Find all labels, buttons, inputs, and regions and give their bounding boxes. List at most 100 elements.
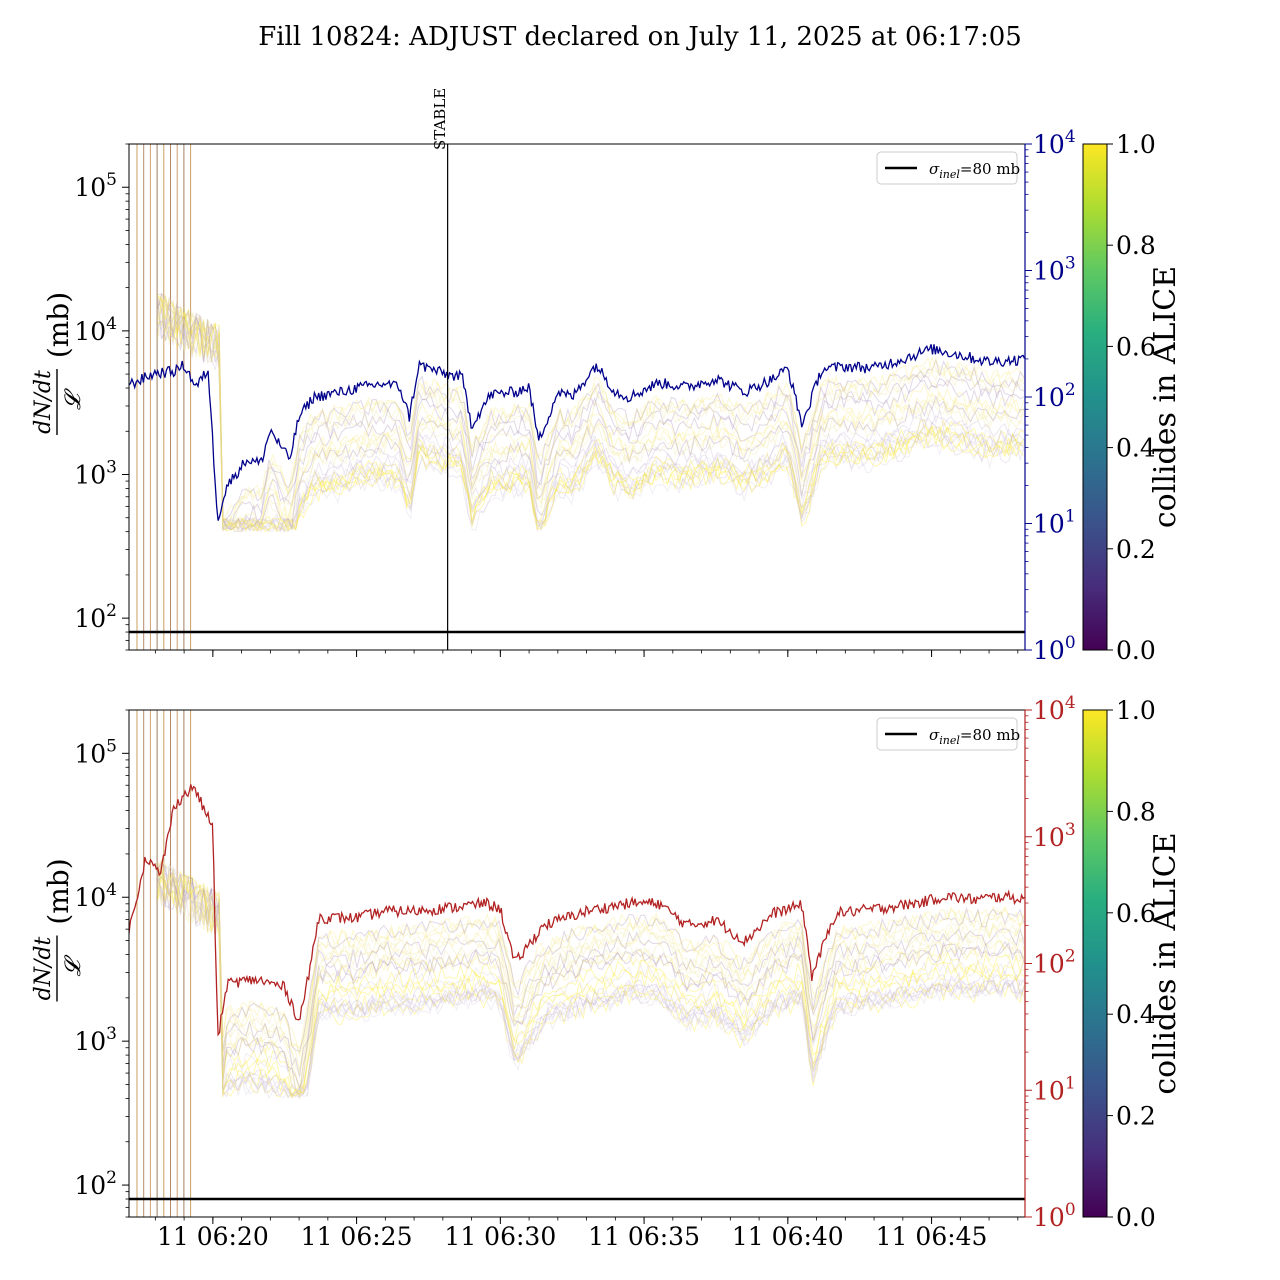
bunch-trace [157, 296, 1025, 530]
bunch-trace [157, 302, 1025, 532]
x-tick-label: 11 06:30 [444, 1222, 556, 1251]
y-label-numerator: dN/dt [31, 937, 56, 1001]
bunch-trace [157, 294, 1025, 532]
bunch-trace [157, 867, 1025, 1098]
bunch-trace [157, 295, 1025, 532]
bunch-trace [157, 294, 1025, 533]
bunch-trace [157, 865, 1025, 1096]
y2-tick-label: 104 [1033, 693, 1076, 725]
bunch-trace [157, 859, 1025, 1098]
bunch-trace [157, 862, 1025, 1100]
y-tick-label: 103 [74, 1024, 117, 1056]
bunch-trace [157, 868, 1025, 1098]
bunch-trace [157, 298, 1025, 523]
colorbar-tick-label: 0.6 [1116, 332, 1156, 361]
colorbar: 0.0 0.2 0.4 0.6 0.8 1.0 collides in ALICE [1082, 130, 1183, 665]
bunch-trace [157, 292, 1025, 532]
x-tick-label: 11 06:25 [301, 1222, 413, 1251]
bunch-trace [157, 299, 1025, 532]
panel-top: 102 103 104 105 100 101 102 103 104 dN/dt 𝓛 (mb) σin… [31, 127, 1183, 665]
bunch-trace [157, 296, 1025, 533]
colorbar-tick-label: 1.0 [1116, 130, 1156, 159]
panel-bottom: 102 103 104 105 100 101 102 103 104 11 06:20 11 06… [31, 693, 1183, 1251]
bunch-trace [157, 860, 1025, 1070]
bunch-trace [157, 303, 1025, 533]
bunch-trace [157, 303, 1025, 530]
y-axis-label: dN/dt 𝓛 (mb) [31, 858, 86, 1002]
chart-title: Fill 10824: ADJUST declared on July 11, … [258, 22, 1022, 52]
bunch-trace [157, 295, 1025, 533]
bunch-trace [157, 293, 1025, 531]
bunch-trace [157, 293, 1025, 531]
bunch-trace [157, 292, 1025, 531]
y-tick-label: 104 [74, 880, 117, 912]
y-label-unit: (mb) [42, 858, 75, 924]
bunch-trace [157, 298, 1025, 524]
bunch-trace [157, 874, 1025, 1099]
legend-box [876, 717, 1018, 751]
bunch-trace [157, 300, 1025, 532]
bunch-trace [157, 863, 1025, 1092]
bunch-trace [157, 873, 1025, 1078]
bunch-trace [157, 873, 1025, 1100]
bunch-trace [157, 297, 1025, 530]
bunch-trace [157, 303, 1025, 533]
bunch-trace [157, 293, 1025, 532]
bunch-trace [157, 862, 1025, 1096]
x-tick-label: 11 06:40 [732, 1222, 844, 1251]
legend: σinel=80 mb [876, 717, 1020, 751]
legend: σinel=80 mb [876, 151, 1020, 185]
bunch-trace [157, 859, 1025, 1096]
y-tick-label: 105 [74, 170, 117, 202]
colorbar-tick-label: 0.0 [1116, 636, 1156, 665]
y2-tick-label: 100 [1033, 1200, 1076, 1232]
x-tick-label: 11 06:35 [588, 1222, 700, 1251]
plot-area-top [129, 144, 1025, 650]
bunch-trace [157, 859, 1025, 1077]
bunch-trace [157, 299, 1025, 530]
colorbar-tick-label: 0.4 [1116, 1000, 1156, 1029]
bunch-trace [157, 871, 1025, 1056]
bunch-trace [157, 301, 1025, 530]
bunch-trace [157, 866, 1025, 1092]
colorbar-tick-label: 0.0 [1116, 1203, 1156, 1232]
bunch-trace [157, 874, 1025, 1057]
y-tick-label: 102 [74, 1168, 117, 1200]
plot-area-bottom [129, 710, 1025, 1217]
y2-tick-label: 103 [1033, 254, 1076, 286]
legend-label: σinel=80 mb [929, 726, 1020, 747]
y-label-denominator: 𝓛 [61, 388, 86, 410]
x-tick-label: 11 06:20 [157, 1222, 269, 1251]
right-axis-series-line [129, 344, 1025, 521]
bunch-trace [157, 861, 1025, 1089]
y-tick-label: 103 [74, 458, 117, 490]
y2-tick-label: 103 [1033, 820, 1076, 852]
y-label-denominator: 𝓛 [61, 955, 86, 977]
y2-tick-label: 102 [1033, 947, 1076, 979]
colorbar-tick-label: 1.0 [1116, 696, 1156, 725]
bunch-trace [157, 861, 1025, 1073]
colorbar-tick-label: 0.2 [1116, 1102, 1156, 1131]
colorbar-tick-label: 0.8 [1116, 797, 1156, 826]
x-tick-label: 11 06:45 [876, 1222, 988, 1251]
bunch-trace [157, 295, 1025, 533]
y2-tick-label: 100 [1033, 633, 1076, 665]
bunch-trace [157, 296, 1025, 533]
legend-box [876, 151, 1018, 185]
bunch-trace [157, 861, 1025, 1088]
y-label-numerator: dN/dt [31, 370, 56, 434]
y-tick-label: 104 [74, 314, 117, 346]
y2-tick-label: 104 [1033, 127, 1076, 159]
bunch-trace [157, 298, 1025, 533]
right-axis-series-line [129, 784, 1025, 1037]
y-axis-label: dN/dt 𝓛 (mb) [31, 292, 86, 435]
bunch-trace [157, 870, 1025, 1098]
colorbar-gradient [1082, 709, 1108, 1218]
colorbar-label: collides in ALICE [1148, 266, 1183, 528]
y-label-unit: (mb) [42, 292, 75, 358]
bunch-trace [157, 867, 1025, 1097]
y-tick-label: 102 [74, 601, 117, 633]
y-tick-label: 105 [74, 736, 117, 768]
plot-frame [128, 143, 1026, 651]
